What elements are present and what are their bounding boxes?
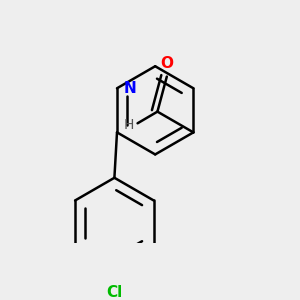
Text: H: H — [123, 118, 134, 132]
Text: N: N — [124, 81, 136, 96]
Text: Cl: Cl — [106, 285, 122, 300]
Text: O: O — [160, 56, 173, 71]
